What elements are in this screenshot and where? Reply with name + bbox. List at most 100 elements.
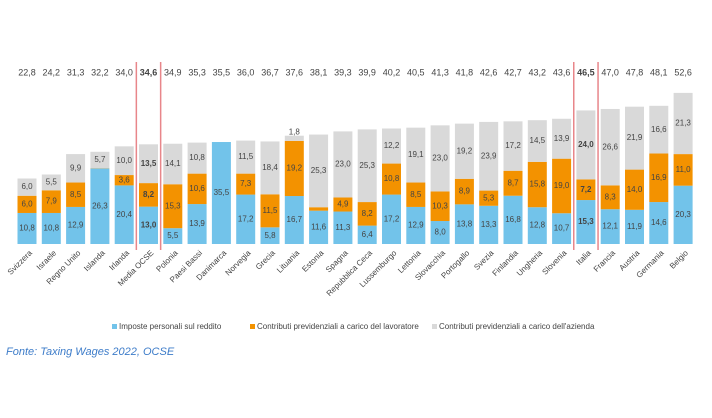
value-label: 12,8 bbox=[530, 221, 546, 230]
x-tick-label: Italia bbox=[574, 248, 593, 267]
value-label: 6,4 bbox=[362, 230, 374, 239]
x-tick-label: Slovenia bbox=[540, 248, 568, 276]
value-label: 23,9 bbox=[481, 151, 497, 160]
legend-marker bbox=[250, 324, 255, 329]
value-label: 23,0 bbox=[432, 154, 448, 163]
x-tick-label: Grecia bbox=[254, 248, 277, 271]
value-label: 13,0 bbox=[141, 220, 157, 229]
value-label: 8,5 bbox=[410, 190, 422, 199]
total-label: 36,0 bbox=[237, 67, 255, 77]
total-label: 47,8 bbox=[626, 67, 644, 77]
total-label: 43,6 bbox=[553, 67, 571, 77]
value-label: 12,2 bbox=[384, 141, 400, 150]
value-label: 6,0 bbox=[21, 199, 33, 208]
value-label: 21,9 bbox=[627, 133, 643, 142]
total-label: 38,1 bbox=[310, 67, 328, 77]
total-label: 40,5 bbox=[407, 67, 425, 77]
value-label: 12,1 bbox=[602, 222, 618, 231]
value-label: 8,3 bbox=[605, 192, 617, 201]
total-label: 40,2 bbox=[383, 67, 401, 77]
total-label: 39,9 bbox=[358, 67, 376, 77]
value-label: 10,8 bbox=[384, 174, 400, 183]
value-label: 5,3 bbox=[483, 193, 495, 202]
total-label: 43,2 bbox=[529, 67, 547, 77]
value-label: 7,2 bbox=[580, 185, 592, 194]
value-label: 19,2 bbox=[457, 146, 473, 155]
legend-marker bbox=[112, 324, 117, 329]
total-label: 48,1 bbox=[650, 67, 668, 77]
value-label: 18,4 bbox=[262, 163, 278, 172]
value-label: 11,5 bbox=[263, 206, 279, 215]
value-label: 24,0 bbox=[578, 140, 594, 149]
value-label: 35,5 bbox=[214, 188, 230, 197]
total-label: 41,8 bbox=[456, 67, 474, 77]
total-label: 36,7 bbox=[261, 67, 279, 77]
value-label: 17,2 bbox=[238, 214, 254, 223]
value-label: 12,9 bbox=[68, 221, 84, 230]
value-label: 23,0 bbox=[335, 160, 351, 169]
value-label: 13,8 bbox=[457, 219, 473, 228]
total-label: 37,6 bbox=[286, 67, 304, 77]
total-label: 42,7 bbox=[504, 67, 522, 77]
value-label: 17,2 bbox=[505, 141, 521, 150]
value-label: 8,0 bbox=[435, 228, 447, 237]
value-label: 8,5 bbox=[70, 190, 82, 199]
value-label: 5,5 bbox=[46, 177, 58, 186]
value-label: 25,3 bbox=[311, 166, 327, 175]
legend-label: Contributi previdenziali a carico dell'a… bbox=[439, 322, 595, 331]
value-label: 13,5 bbox=[141, 159, 157, 168]
value-label: 15,8 bbox=[530, 180, 546, 189]
value-label: 11,5 bbox=[238, 152, 254, 161]
x-tick-label: Norvegia bbox=[224, 248, 253, 277]
total-label: 34,0 bbox=[115, 67, 133, 77]
x-tick-label: Estonia bbox=[300, 248, 326, 274]
value-label: 10,8 bbox=[189, 153, 205, 162]
total-label: 35,3 bbox=[188, 67, 206, 77]
value-label: 8,9 bbox=[459, 187, 471, 196]
value-label: 10,7 bbox=[554, 224, 570, 233]
total-label: 22,8 bbox=[18, 67, 36, 77]
value-label: 7,9 bbox=[46, 197, 58, 206]
value-label: 19,0 bbox=[554, 181, 570, 190]
x-tick-label: Islanda bbox=[82, 248, 107, 273]
value-label: 16,9 bbox=[651, 173, 667, 182]
value-label: 7,3 bbox=[240, 179, 252, 188]
total-label: 34,6 bbox=[140, 67, 158, 77]
source: Fonte: Taxing Wages 2022, OCSE bbox=[6, 346, 175, 358]
value-label: 17,2 bbox=[384, 214, 400, 223]
value-label: 19,2 bbox=[287, 164, 303, 173]
legend-marker bbox=[432, 324, 437, 329]
value-label: 16,6 bbox=[651, 125, 667, 134]
value-label: 25,3 bbox=[359, 161, 375, 170]
value-label: 16,7 bbox=[287, 215, 303, 224]
value-label: 8,7 bbox=[507, 178, 519, 187]
value-label: 14,1 bbox=[165, 159, 181, 168]
value-label: 5,5 bbox=[167, 231, 179, 240]
total-label: 52,6 bbox=[674, 67, 692, 77]
value-label: 9,9 bbox=[70, 163, 82, 172]
total-label: 41,3 bbox=[431, 67, 449, 77]
value-label: 1,8 bbox=[289, 127, 301, 136]
x-tick-label: Ungheria bbox=[515, 248, 545, 278]
value-label: 3,6 bbox=[119, 175, 131, 184]
value-label: 5,7 bbox=[94, 155, 106, 164]
value-label: 10,6 bbox=[189, 184, 205, 193]
value-label: 11,3 bbox=[335, 223, 351, 232]
value-label: 26,6 bbox=[602, 142, 618, 151]
value-label: 12,9 bbox=[408, 221, 424, 230]
x-tick-label: Francia bbox=[592, 248, 618, 274]
value-label: 8,2 bbox=[362, 209, 374, 218]
value-label: 10,8 bbox=[44, 224, 60, 233]
total-label: 39,3 bbox=[334, 67, 352, 77]
value-label: 11,0 bbox=[676, 165, 692, 174]
value-label: 20,3 bbox=[675, 210, 691, 219]
bar-segment bbox=[309, 207, 328, 210]
total-label: 47,0 bbox=[601, 67, 619, 77]
value-label: 14,0 bbox=[627, 185, 643, 194]
value-label: 14,5 bbox=[530, 136, 546, 145]
x-tick-label: Lituania bbox=[275, 248, 302, 275]
legend-label: Imposte personali sul reddito bbox=[119, 322, 222, 331]
value-label: 20,4 bbox=[116, 210, 132, 219]
total-label: 46,5 bbox=[577, 67, 595, 77]
